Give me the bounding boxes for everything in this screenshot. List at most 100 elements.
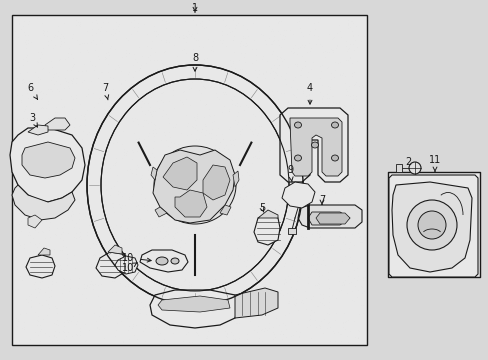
Point xyxy=(96,271,103,276)
Point xyxy=(289,91,297,96)
Point xyxy=(273,28,281,33)
Point xyxy=(296,258,304,264)
Point xyxy=(189,156,197,162)
Point xyxy=(38,278,46,284)
Point xyxy=(47,116,55,122)
Point xyxy=(318,147,325,153)
Point xyxy=(217,250,225,256)
Point xyxy=(257,261,264,267)
Point xyxy=(268,293,276,299)
Point xyxy=(185,296,193,302)
Point xyxy=(46,158,54,164)
Point xyxy=(64,230,72,235)
Point xyxy=(355,117,363,122)
Point xyxy=(41,178,48,184)
Point xyxy=(41,126,48,132)
Point xyxy=(115,132,123,138)
Point xyxy=(273,37,281,43)
Point xyxy=(69,211,77,217)
Point xyxy=(133,99,141,105)
Point xyxy=(48,152,56,158)
Point xyxy=(150,133,158,139)
Point xyxy=(38,104,46,110)
Point xyxy=(110,94,118,100)
Point xyxy=(315,41,323,47)
Point xyxy=(259,242,266,248)
Point xyxy=(78,136,86,141)
Point xyxy=(47,37,55,43)
Point xyxy=(33,164,41,170)
Point xyxy=(90,199,98,205)
Point xyxy=(59,230,67,235)
Point xyxy=(50,71,58,77)
Point xyxy=(95,96,102,102)
Point xyxy=(225,183,233,189)
Point xyxy=(56,138,63,143)
Point xyxy=(233,258,241,264)
Point xyxy=(241,300,249,306)
Point xyxy=(347,120,355,126)
Point xyxy=(159,89,166,95)
Point xyxy=(241,50,249,55)
Point xyxy=(343,18,351,23)
Point xyxy=(344,317,351,323)
Point xyxy=(360,161,367,167)
Point xyxy=(106,166,114,171)
Point xyxy=(67,318,75,324)
Point xyxy=(290,101,298,107)
Point xyxy=(334,116,342,121)
Point xyxy=(142,233,150,239)
Point xyxy=(228,164,236,170)
Point xyxy=(274,20,282,26)
Point xyxy=(23,22,31,27)
Point xyxy=(305,28,313,33)
Point xyxy=(106,97,114,103)
Point xyxy=(239,22,246,28)
Point xyxy=(160,185,167,191)
Point xyxy=(164,259,172,265)
Point xyxy=(22,174,30,180)
Point xyxy=(22,37,30,42)
Point xyxy=(97,69,105,75)
Point xyxy=(132,268,140,274)
Point xyxy=(65,288,73,294)
Point xyxy=(338,324,346,330)
Point xyxy=(160,212,168,217)
Point xyxy=(89,240,97,246)
Point xyxy=(92,17,100,23)
Point xyxy=(131,68,139,74)
Point xyxy=(270,334,278,340)
Point xyxy=(294,334,302,340)
Point xyxy=(34,79,42,85)
Point xyxy=(94,282,102,288)
Point xyxy=(65,318,73,323)
Point xyxy=(117,252,125,258)
Point xyxy=(183,63,191,68)
Point xyxy=(212,280,220,286)
Point xyxy=(336,287,344,293)
Point xyxy=(102,124,109,130)
Point xyxy=(290,152,298,158)
Point xyxy=(29,235,37,241)
Point xyxy=(200,229,208,235)
Point xyxy=(111,163,119,168)
Point xyxy=(358,302,366,308)
Point xyxy=(183,144,191,150)
Polygon shape xyxy=(108,245,122,254)
Point xyxy=(136,179,144,185)
Point xyxy=(270,62,278,68)
Point xyxy=(145,154,153,160)
Point xyxy=(356,186,364,192)
Point xyxy=(212,150,220,156)
Point xyxy=(190,114,198,120)
Point xyxy=(150,154,158,160)
Point xyxy=(328,99,336,105)
Point xyxy=(352,130,360,136)
Point xyxy=(83,230,91,235)
Point xyxy=(232,260,240,266)
Point xyxy=(85,327,93,333)
Point xyxy=(107,304,115,310)
Point xyxy=(114,23,122,29)
Point xyxy=(140,117,147,123)
Point xyxy=(293,51,301,57)
